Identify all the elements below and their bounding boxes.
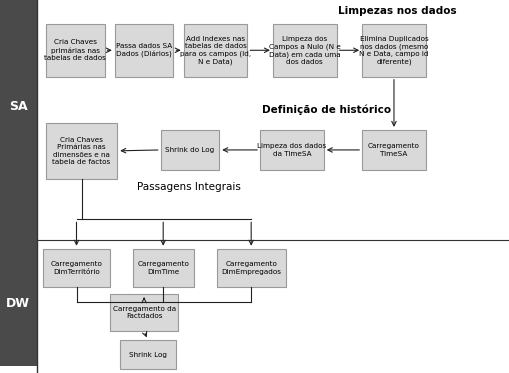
Text: Passa dados SA
Dados (Diários): Passa dados SA Dados (Diários) [116,43,172,57]
FancyBboxPatch shape [361,130,425,170]
Text: Limpeza dos
Campos a Nulo (N e
Data) em cada uma
dos dados: Limpeza dos Campos a Nulo (N e Data) em … [268,35,340,65]
FancyBboxPatch shape [46,122,117,179]
Text: DW: DW [6,297,31,310]
FancyBboxPatch shape [109,294,178,331]
FancyBboxPatch shape [120,340,176,369]
Text: Carregamento
DimTime: Carregamento DimTime [137,261,189,275]
Text: Shrink Log: Shrink Log [129,352,166,358]
FancyBboxPatch shape [46,24,104,77]
Text: Elimina Duplicados
nos dados (mesmo
N e Data, campo id
diferente): Elimina Duplicados nos dados (mesmo N e … [358,35,428,65]
FancyBboxPatch shape [43,249,109,287]
Text: Carregamento da
Factdados: Carregamento da Factdados [112,306,175,319]
FancyBboxPatch shape [216,249,285,287]
FancyBboxPatch shape [361,24,425,77]
Text: Carregamento
DimEmpregados: Carregamento DimEmpregados [221,261,280,275]
FancyBboxPatch shape [0,239,37,366]
Text: Cria Chaves
Primárias nas
dimensões e na
tabela de factos: Cria Chaves Primárias nas dimensões e na… [52,137,110,165]
FancyBboxPatch shape [115,24,173,77]
Text: SA: SA [9,100,27,113]
FancyBboxPatch shape [0,0,37,239]
FancyBboxPatch shape [260,130,323,170]
Text: Cria Chaves
primárias nas
tabelas de dados: Cria Chaves primárias nas tabelas de dad… [44,40,106,61]
FancyBboxPatch shape [160,130,219,170]
FancyBboxPatch shape [132,249,193,287]
Text: Passagens Integrais: Passagens Integrais [136,182,240,191]
Text: Add Indexes nas
tabelas de dados
para os campos (id,
N e Data): Add Indexes nas tabelas de dados para os… [180,35,250,65]
Text: Limpezas nos dados: Limpezas nos dados [338,6,456,16]
FancyBboxPatch shape [272,24,336,77]
Text: Carregamento
TimeSA: Carregamento TimeSA [367,143,419,157]
Text: Limpeza dos dados
da TimeSA: Limpeza dos dados da TimeSA [257,143,326,157]
Text: Carregamento
DimTerritório: Carregamento DimTerritório [50,261,102,275]
Text: Shrink do Log: Shrink do Log [165,147,214,153]
FancyBboxPatch shape [183,24,247,77]
Text: Definição de histórico: Definição de histórico [261,104,390,115]
